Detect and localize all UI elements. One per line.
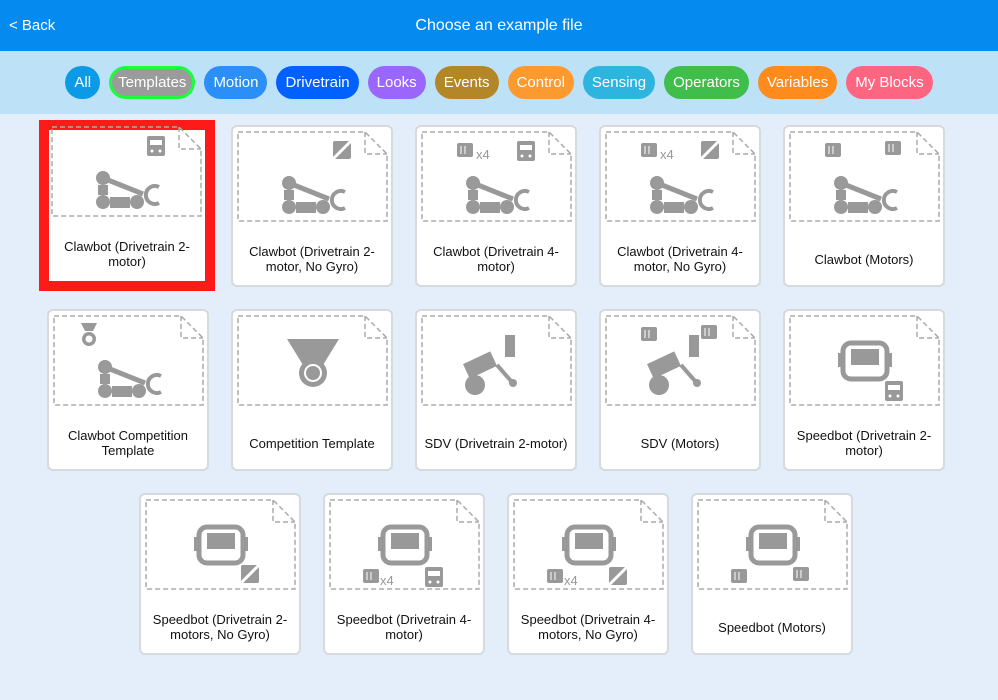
motor-count-label: x4 <box>660 147 674 162</box>
brain-no-gyro-icon <box>237 561 263 587</box>
example-label: Clawbot (Motors) <box>814 251 914 267</box>
motor-icon <box>457 143 473 157</box>
example-card[interactable]: Clawbot Competition Template <box>47 309 209 471</box>
example-card[interactable]: x4 Speedbot (Drivetrain 4-motor) <box>323 493 485 655</box>
speedbot-icon <box>838 340 892 382</box>
filter-my-blocks[interactable]: My Blocks <box>846 66 933 99</box>
speedbot-icon <box>746 524 800 566</box>
filter-looks[interactable]: Looks <box>367 66 426 99</box>
example-card[interactable]: Speedbot (Drivetrain 2-motor) <box>783 309 945 471</box>
filter-templates[interactable]: Templates <box>109 66 196 99</box>
clawbot-icon <box>96 171 160 209</box>
speedbot-icon <box>378 524 432 566</box>
sdv-icon <box>647 335 701 395</box>
example-card[interactable]: x4 Speedbot (Drivetrain 4-motors, No Gyro… <box>507 493 669 655</box>
example-label: Speedbot (Drivetrain 2-motor) <box>796 428 932 458</box>
motor-icon <box>641 143 657 157</box>
motor-icon <box>731 569 747 583</box>
filter-all[interactable]: All <box>65 66 101 99</box>
category-filter-bar: All Templates Motion Drivetrain Looks Events C… <box>0 51 998 114</box>
example-card[interactable]: Clawbot (Drivetrain 2-motor, No Gyro) <box>231 125 393 287</box>
filter-drivetrain[interactable]: Drivetrain <box>276 66 359 99</box>
header: < Back Choose an example file <box>0 0 998 51</box>
example-thumbnail <box>697 499 848 590</box>
example-card[interactable]: x4 Clawbot (Drivetrain 4-motor) <box>415 125 577 287</box>
filter-operators[interactable]: Operators <box>664 66 749 99</box>
brain-icon <box>885 381 903 401</box>
clawbot-icon <box>98 360 162 398</box>
motor-icon <box>641 327 657 341</box>
filter-variables[interactable]: Variables <box>757 66 838 99</box>
back-button[interactable]: < Back <box>9 17 56 34</box>
example-thumbnail <box>145 499 296 590</box>
example-thumbnail <box>513 499 664 590</box>
sdv-icon <box>463 335 517 395</box>
example-label: Speedbot (Drivetrain 2-motors, No Gyro) <box>152 612 288 642</box>
example-thumbnail <box>421 131 572 222</box>
example-thumbnail <box>789 315 940 406</box>
example-label: Speedbot (Drivetrain 4-motor) <box>336 612 472 642</box>
brain-icon <box>147 136 165 156</box>
brain-no-gyro-icon <box>329 137 355 163</box>
example-label: Competition Template <box>249 435 375 451</box>
example-label: SDV (Drivetrain 2-motor) <box>424 435 568 451</box>
filter-events[interactable]: Events <box>434 66 499 99</box>
example-card[interactable]: Competition Template <box>231 309 393 471</box>
page-title: Choose an example file <box>415 17 583 34</box>
example-label: SDV (Motors) <box>640 435 720 451</box>
motor-icon <box>825 143 841 157</box>
clawbot-icon <box>466 176 530 214</box>
brain-icon <box>517 141 535 161</box>
example-label: Clawbot Competition Template <box>68 428 188 458</box>
example-card[interactable]: SDV (Motors) <box>599 309 761 471</box>
example-card[interactable]: x4 Clawbot (Drivetrain 4-motor, No Gyro) <box>599 125 761 287</box>
filter-sensing[interactable]: Sensing <box>582 66 656 99</box>
medal-icon <box>81 323 97 346</box>
example-label: Clawbot (Drivetrain 4-motor) <box>433 244 559 274</box>
filter-control[interactable]: Control <box>507 66 574 99</box>
motor-icon <box>363 569 379 583</box>
filter-motion[interactable]: Motion <box>204 66 268 99</box>
speedbot-icon <box>562 524 616 566</box>
motor-icon <box>885 141 901 155</box>
example-thumbnail <box>605 315 756 406</box>
example-thumbnail <box>51 126 202 217</box>
brain-icon <box>425 567 443 587</box>
example-thumbnail <box>789 131 940 222</box>
motor-icon <box>793 567 809 581</box>
medal-icon <box>287 339 339 387</box>
clawbot-icon <box>650 176 714 214</box>
example-thumbnail <box>237 315 388 406</box>
motor-count-label: x4 <box>380 573 394 588</box>
example-thumbnail <box>237 131 388 222</box>
brain-no-gyro-icon <box>697 137 723 163</box>
example-thumbnail <box>605 131 756 222</box>
example-label: Clawbot (Drivetrain 4-motor, No Gyro) <box>617 244 743 274</box>
example-label: Clawbot (Drivetrain 2-motor) <box>64 239 190 269</box>
example-card[interactable]: SDV (Drivetrain 2-motor) <box>415 309 577 471</box>
speedbot-icon <box>194 524 248 566</box>
brain-no-gyro-icon <box>605 563 631 589</box>
example-thumbnail <box>421 315 572 406</box>
clawbot-icon <box>282 176 346 214</box>
example-card[interactable]: Speedbot (Drivetrain 2-motors, No Gyro) <box>139 493 301 655</box>
example-thumbnail <box>53 315 204 406</box>
motor-icon <box>701 325 717 339</box>
example-card[interactable]: Speedbot (Motors) <box>691 493 853 655</box>
motor-count-label: x4 <box>564 573 578 588</box>
example-label: Speedbot (Drivetrain 4-motors, No Gyro) <box>520 612 656 642</box>
example-thumbnail <box>329 499 480 590</box>
motor-count-label: x4 <box>476 147 490 162</box>
motor-icon <box>547 569 563 583</box>
example-label: Speedbot (Motors) <box>718 619 826 635</box>
clawbot-icon <box>834 176 898 214</box>
example-label: Clawbot (Drivetrain 2-motor, No Gyro) <box>249 244 375 274</box>
example-card[interactable]: Clawbot (Motors) <box>783 125 945 287</box>
example-card[interactable]: Clawbot (Drivetrain 2-motor) <box>39 120 215 291</box>
